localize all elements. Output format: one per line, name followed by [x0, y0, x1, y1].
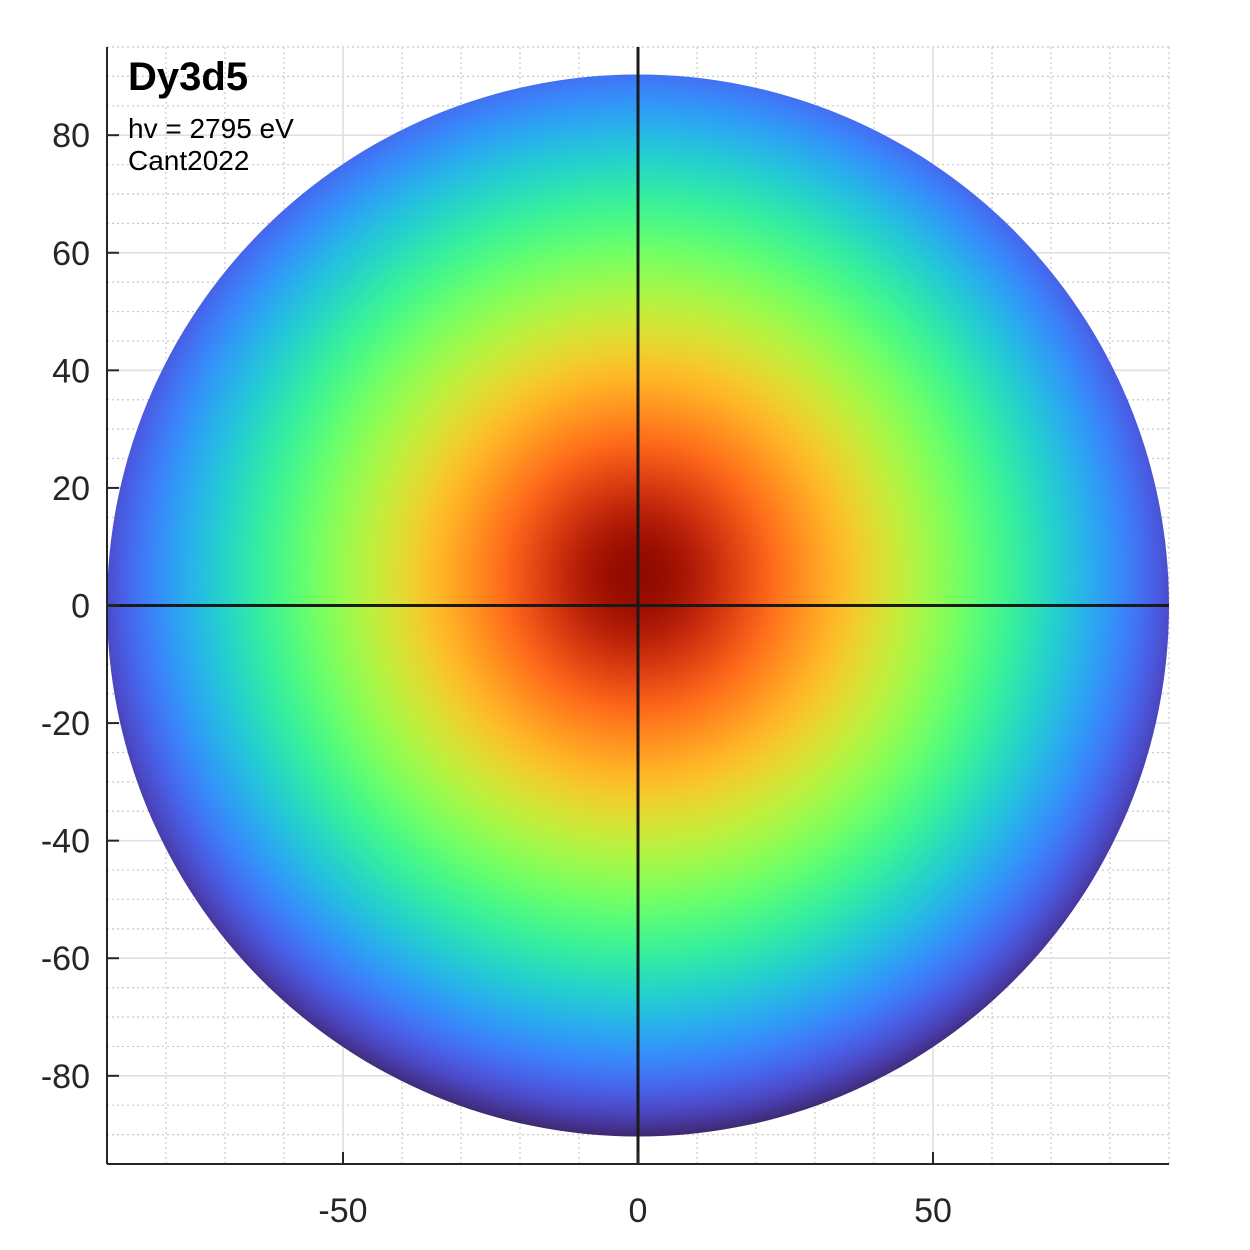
y-axis-ticks: -80 -60 -40 -20 0 20 40 60 80 [41, 117, 119, 1096]
annotation-photon-energy: hv = 2795 eV [128, 113, 294, 144]
annotation-reference: Cant2022 [128, 145, 249, 176]
x-axis-ticks: -50 0 50 [318, 1152, 952, 1230]
y-tick-label: -40 [41, 823, 90, 861]
y-tick-label: -80 [41, 1058, 90, 1096]
y-tick-label: 80 [52, 117, 90, 155]
x-tick-label: -50 [318, 1192, 367, 1230]
crosshair [107, 47, 1169, 1164]
y-tick-label: -60 [41, 940, 90, 978]
y-tick-label: -20 [41, 705, 90, 743]
y-tick-label: 0 [71, 588, 90, 626]
y-tick-label: 20 [52, 470, 90, 508]
x-tick-label: 50 [914, 1192, 952, 1230]
y-tick-label: 60 [52, 235, 90, 273]
x-tick-label: 0 [629, 1192, 648, 1230]
chart-title: Dy3d5 [128, 55, 248, 99]
y-tick-label: 40 [52, 352, 90, 390]
